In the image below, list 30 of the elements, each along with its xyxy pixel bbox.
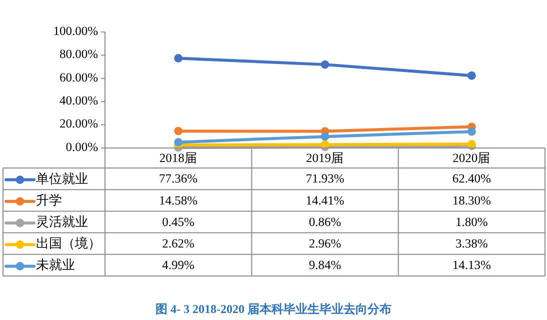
y-tick-label: 40.00% [59,93,98,108]
text: 图 4- 3 2018-2020 届本科毕业生毕业去向分布 [156,302,392,316]
data-label: 2.62% [162,236,194,250]
data-label: 1.80% [456,214,488,229]
legend-label: 升学 [36,192,62,208]
data-label: 2.96% [308,236,342,250]
legend-label: 灵活就业 [36,214,88,229]
data-label: 9.84% [308,258,342,272]
data-label: 3.38% [456,236,488,250]
y-tick-label: 0.00% [66,140,98,154]
legend-label: 出国（境） [36,236,101,251]
data-label: 0.45% [162,214,194,229]
x-tick-label: 2019届 [306,150,344,165]
data-label: 62.40% [452,172,491,186]
data-label: 77.36% [159,172,198,186]
legend-label: 未就业 [36,257,75,272]
x-tick-label: 2018届 [159,150,198,165]
data-label: 4.99% [162,258,194,272]
data-label: 14.58% [159,193,198,208]
y-tick-label: 80.00% [59,47,98,62]
x-tick-label: 2020届 [452,150,491,165]
data-label: 0.86% [308,214,342,229]
data-label: 71.93% [306,172,344,186]
data-label: 18.30% [452,193,491,208]
y-tick-label: 60.00% [59,70,98,84]
data-label: 14.13% [452,258,491,272]
y-tick-label: 20.00% [59,116,98,131]
legend-label: 单位就业 [36,170,88,186]
y-tick-label: 100.00% [53,24,98,38]
data-label: 14.41% [306,193,344,208]
